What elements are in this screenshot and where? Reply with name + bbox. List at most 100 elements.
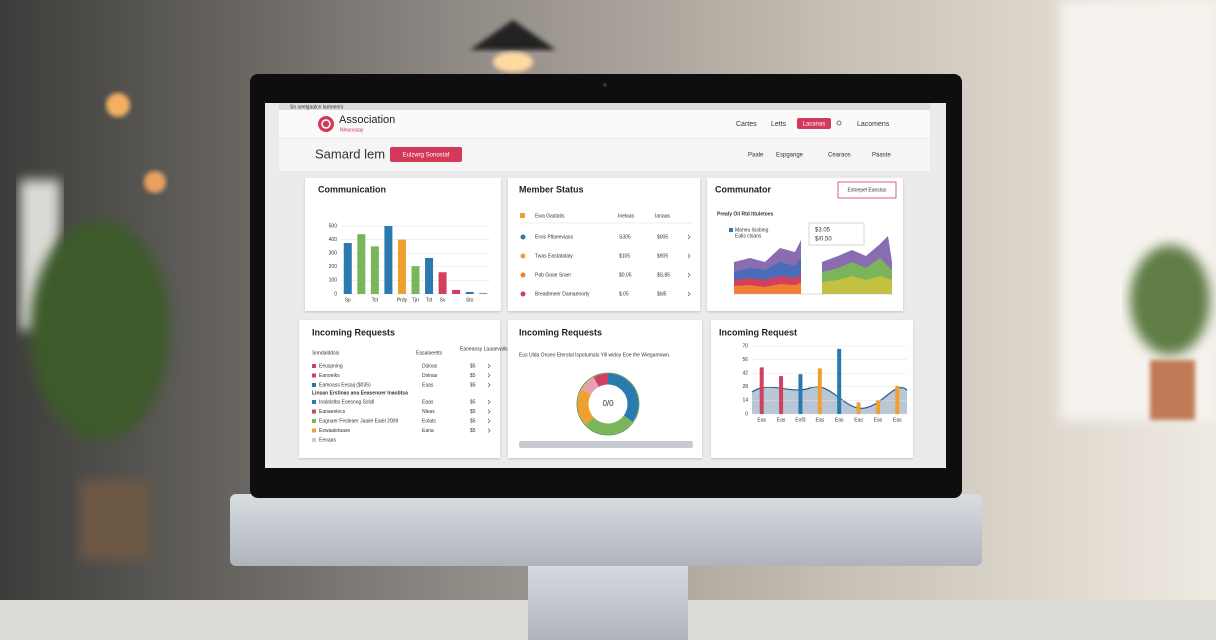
row-value: Dsloas <box>422 363 438 369</box>
card <box>508 320 702 458</box>
nav-button[interactable] <box>797 118 831 129</box>
brand: Association <box>339 114 395 126</box>
row-swatch <box>312 438 316 442</box>
table-header: Easalaeetts <box>416 350 443 356</box>
row-value: $0,05 <box>619 272 632 278</box>
card <box>299 320 500 458</box>
donut-center: 0/0 <box>602 399 614 408</box>
y-tick-label: 56 <box>742 357 748 363</box>
chevron[interactable] <box>487 373 491 378</box>
card-title: Communator <box>715 184 771 194</box>
tooltip <box>808 222 865 246</box>
y-tick-label: 200 <box>329 264 338 270</box>
row-label: Eanaeelecs <box>319 409 346 415</box>
toolbar-link[interactable]: Espgange <box>776 153 804 159</box>
x-tick-label: Eas <box>777 417 786 423</box>
status-dot <box>520 234 526 240</box>
row-value: Eaas <box>422 399 434 405</box>
bar <box>384 226 393 294</box>
outline-button[interactable] <box>837 181 897 199</box>
row-swatch <box>312 409 316 414</box>
y-tick-label: 0 <box>334 291 337 297</box>
row-value: $.05 <box>619 291 629 297</box>
donut-segment <box>577 373 639 435</box>
chevron[interactable] <box>687 272 691 278</box>
row-value: $5 <box>470 418 476 424</box>
tooltip-value: $/0.50 <box>815 237 832 243</box>
card <box>508 178 700 311</box>
subheader <box>279 139 930 171</box>
x-tick-label: Eas <box>816 417 825 423</box>
legend-label: Ealls clsans <box>735 233 762 239</box>
row-value: $S,85 <box>657 272 670 278</box>
search-icon[interactable] <box>836 120 842 126</box>
row-label: Inalalstbs Eoesnog Sslsll <box>319 399 374 405</box>
bar <box>759 367 764 414</box>
page-title: Samard lem <box>315 146 385 161</box>
bar <box>856 402 861 414</box>
x-tick-label: Sv <box>440 297 446 303</box>
row-swatch <box>312 419 316 423</box>
section-label: Linsan Erstinas ana Eeasenoer Inaobtsa <box>312 390 408 396</box>
row-value: Dsloas <box>422 373 438 379</box>
chevron[interactable] <box>687 234 691 240</box>
y-tick-label: 100 <box>329 278 338 284</box>
x-tick-label: Prdy <box>397 297 408 303</box>
chevron[interactable] <box>487 409 491 414</box>
status-dot <box>520 291 526 297</box>
bar <box>438 272 447 294</box>
chevron[interactable] <box>687 291 691 297</box>
logo-mark <box>321 119 331 129</box>
bar <box>370 246 379 294</box>
bar <box>465 291 474 294</box>
row-label: Eeuspning <box>319 363 343 369</box>
bar <box>817 368 822 414</box>
screen: Sn seelgaalcn lamnenrs Association Nlnoo… <box>279 103 930 458</box>
bar <box>411 266 420 294</box>
legend-label: Maneu lissbing <box>735 227 769 233</box>
stacked-area <box>822 276 892 294</box>
row-value: $5 <box>470 399 476 405</box>
nav-link[interactable]: Cartes <box>736 121 757 128</box>
toolbar-link[interactable]: Paale <box>748 153 764 159</box>
primary-button[interactable] <box>390 147 462 162</box>
card-subtitle: Eus Ulda Onseo Eterstal Ispotumals Yill … <box>519 352 670 358</box>
chevron[interactable] <box>487 363 491 369</box>
nav-link[interactable]: Letts <box>771 121 787 128</box>
chevron[interactable] <box>487 399 491 405</box>
x-tick-label: Eas <box>835 417 844 423</box>
bar <box>452 289 461 294</box>
chevron[interactable] <box>487 418 491 424</box>
row-label: Eswaaletaase <box>319 428 350 434</box>
chevron[interactable] <box>487 382 491 388</box>
x-tick-label: Tjrr <box>412 297 420 303</box>
browser-tab: Sn seelgaalcn lamnenrs <box>290 104 344 110</box>
chevron[interactable] <box>687 253 691 259</box>
y-tick-label: 0 <box>745 411 748 417</box>
table-header: Ianaas <box>655 213 671 219</box>
row-swatch <box>312 400 316 404</box>
account-link[interactable]: Lacomens <box>857 121 890 128</box>
bar <box>875 400 880 414</box>
row-value: $105 <box>619 253 630 259</box>
bar <box>837 348 842 414</box>
donut-ring <box>576 372 640 436</box>
table-header: Inelaas <box>618 213 635 219</box>
card-title: Member Status <box>519 184 584 194</box>
y-tick-label: 70 <box>742 343 748 349</box>
row-label: Eagnaer Fesleaer Jaaiel Eaiel 2009 <box>319 418 398 424</box>
x-tick-label: Eas <box>854 417 863 423</box>
x-tick-label: Eas <box>874 417 883 423</box>
logo <box>318 116 334 132</box>
x-tick-label: Eas <box>893 417 902 423</box>
card-title: Incoming Requests <box>312 327 395 337</box>
toolbar-link[interactable]: Cearaos <box>828 153 851 159</box>
toolbar-link[interactable]: Paaste <box>872 153 891 159</box>
bar <box>425 257 434 294</box>
chevron[interactable] <box>487 428 491 433</box>
row-swatch <box>312 364 316 368</box>
y-tick-label: 42 <box>742 371 748 377</box>
row-label: Eeoaas <box>319 437 336 443</box>
browser-bar <box>279 103 930 110</box>
